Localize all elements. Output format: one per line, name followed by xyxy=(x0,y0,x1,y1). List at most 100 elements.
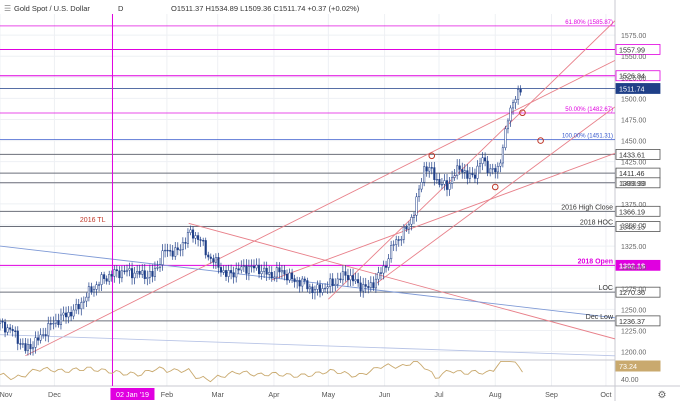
candle-body xyxy=(313,289,316,294)
candle-body xyxy=(260,271,263,275)
candle-body xyxy=(265,267,268,275)
candle-body xyxy=(367,286,370,288)
candle-body xyxy=(174,247,177,257)
candle-body xyxy=(209,256,212,259)
candle-body xyxy=(430,167,433,169)
candle-body xyxy=(285,273,289,281)
candle-body xyxy=(77,304,80,310)
candle-body xyxy=(511,102,515,109)
candle-body xyxy=(303,278,306,281)
candle-body xyxy=(517,89,520,100)
trendline[interactable] xyxy=(25,60,615,357)
price-tick-label: 1275.00 xyxy=(621,286,646,293)
level-price-tag xyxy=(615,70,661,82)
candle-body xyxy=(321,288,324,293)
candle-body xyxy=(349,275,352,281)
candle-body xyxy=(296,280,299,283)
candle-body xyxy=(331,278,334,286)
time-marker-tag xyxy=(110,388,155,400)
candle-body xyxy=(372,282,375,289)
trendline[interactable] xyxy=(375,106,615,285)
candle-body xyxy=(212,258,215,263)
level-price-tag xyxy=(615,221,661,232)
price-tick-label: 1350.00 xyxy=(621,223,646,230)
candle-body xyxy=(364,284,367,287)
candle-body xyxy=(270,272,273,279)
candle-body xyxy=(52,322,55,325)
candle-body xyxy=(158,264,162,268)
candle-body xyxy=(37,337,40,341)
candle-body xyxy=(31,347,35,350)
candle-body xyxy=(291,272,294,279)
candle-body xyxy=(466,170,469,179)
candle-body xyxy=(509,107,512,122)
candle-body xyxy=(9,327,12,330)
candle-body xyxy=(227,270,230,277)
candle-body xyxy=(473,174,476,179)
rsi-value-tag xyxy=(615,360,661,372)
pivot-marker xyxy=(519,109,526,117)
candle-body xyxy=(268,272,271,275)
candle-body xyxy=(57,320,60,325)
price-tick-label: 1325.00 xyxy=(621,244,646,251)
menu-icon[interactable]: ☰ xyxy=(4,4,12,13)
candle-body xyxy=(245,265,248,274)
time-tick-label: Dec xyxy=(48,390,61,399)
candle-body xyxy=(400,239,403,241)
trendline[interactable] xyxy=(328,20,615,300)
candle-body xyxy=(258,264,261,275)
level-price-label: 1270.36 xyxy=(619,288,645,297)
level-price-label: 1411.46 xyxy=(619,169,644,178)
symbol-title: Gold Spot / U.S. Dollar xyxy=(14,4,90,13)
candle-body xyxy=(146,277,149,279)
time-tick-label: May xyxy=(322,390,336,399)
candle-body xyxy=(184,242,187,244)
candle-body xyxy=(54,320,57,324)
price-tick-label: 1400.00 xyxy=(621,181,646,188)
candle-body xyxy=(217,257,220,268)
candle-body xyxy=(49,323,52,325)
candle-body xyxy=(329,278,332,287)
candle-body xyxy=(59,314,63,325)
candle-body xyxy=(415,196,418,216)
candle-body xyxy=(75,304,78,311)
rsi-tick-label: 40.00 xyxy=(621,377,639,384)
level-price-tag xyxy=(615,83,661,94)
candle-body xyxy=(247,266,250,274)
candle-body xyxy=(471,173,474,176)
candle-body xyxy=(179,249,182,251)
candle-body xyxy=(42,334,45,336)
candle-body xyxy=(34,337,37,348)
candle-body xyxy=(346,275,350,281)
candle-body xyxy=(316,284,319,290)
candle-body xyxy=(301,278,304,287)
trendline[interactable] xyxy=(0,334,615,357)
trendline[interactable] xyxy=(271,152,615,281)
level-price-tag xyxy=(615,286,661,298)
level-price-label: 1433.61 xyxy=(619,150,645,159)
settings-gear-icon[interactable]: ⚙ xyxy=(658,390,667,401)
candle-body xyxy=(133,272,136,279)
candle-body xyxy=(423,166,426,183)
candle-body xyxy=(354,279,357,282)
candle-body xyxy=(435,179,438,181)
candle-body xyxy=(103,274,106,279)
price-tick-label: 1550.00 xyxy=(621,54,646,61)
candle-body xyxy=(377,272,380,280)
interval-label: D xyxy=(118,4,124,13)
level-price-tag xyxy=(615,177,661,189)
candle-body xyxy=(0,320,2,324)
candle-body xyxy=(82,300,85,303)
candle-body xyxy=(425,166,428,172)
candle-body xyxy=(224,270,228,277)
candle-body xyxy=(148,271,151,278)
candle-body xyxy=(489,168,492,173)
candle-body xyxy=(11,329,14,332)
rsi-value-label: 73.24 xyxy=(619,362,637,371)
candle-body xyxy=(16,330,19,344)
price-tick-label: 1450.00 xyxy=(621,139,646,146)
trendline[interactable] xyxy=(188,222,615,340)
annotation-label: 2016 High Close xyxy=(561,204,613,211)
